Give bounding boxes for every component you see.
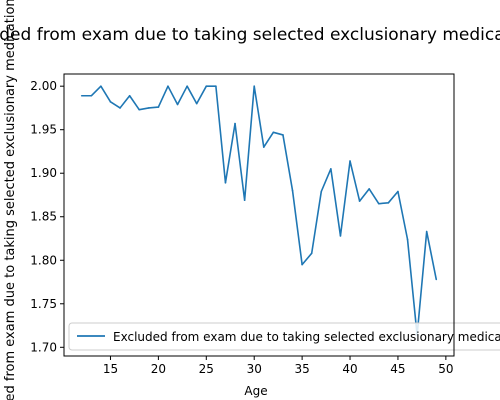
chart-title: Excluded from exam due to taking selecte… (0, 25, 500, 45)
x-tick-label: 40 (342, 362, 357, 376)
data-point (339, 235, 342, 237)
data-point (291, 189, 294, 192)
data-point (90, 94, 93, 97)
data-point (368, 188, 370, 190)
data-point (205, 85, 208, 87)
data-point (425, 230, 428, 233)
data-point (272, 131, 275, 134)
data-point (320, 190, 323, 193)
data-point (387, 202, 390, 204)
data-point (349, 160, 351, 162)
data-point (243, 199, 246, 202)
data-point (167, 85, 169, 87)
x-axis-label: Age (244, 384, 267, 398)
y-tick-label: 1.85 (30, 210, 57, 224)
legend-box (68, 322, 500, 351)
data-point (119, 107, 121, 109)
x-tick-label: 35 (294, 362, 309, 376)
x-tick-label: 45 (390, 362, 405, 376)
x-tick-label: 15 (103, 362, 118, 376)
data-point (109, 101, 112, 103)
plot-area (80, 85, 438, 336)
data-point (138, 108, 141, 111)
data-point (406, 238, 409, 241)
data-point (253, 85, 256, 87)
data-point (100, 85, 102, 87)
data-point (282, 134, 284, 136)
data-point (224, 181, 227, 184)
data-point (186, 85, 188, 87)
data-point (195, 102, 198, 105)
x-tick-label: 30 (247, 362, 262, 376)
x-tick-label: 20 (151, 362, 166, 376)
legend: Excluded from exam due to taking selecte… (68, 322, 500, 351)
series-line (81, 85, 438, 336)
y-tick-label: 2.00 (30, 79, 57, 93)
y-tick-label: 1.90 (30, 166, 57, 180)
data-point (176, 103, 179, 106)
data-point (80, 94, 83, 97)
data-point (358, 200, 361, 202)
data-point (377, 202, 380, 205)
data-point (215, 85, 217, 87)
data-point (330, 168, 332, 170)
data-point (310, 252, 313, 255)
y-tick-label: 1.95 (30, 123, 57, 137)
y-axis-label: Excluded from exam due to taking selecte… (3, 0, 18, 400)
axis-ticks: 15 20 25 30 35 40 45 50 1.70 1.75 1.80 1.85 1.90 1.95… (30, 79, 453, 376)
data-point (301, 263, 303, 266)
data-point (128, 94, 131, 97)
x-tick-label: 25 (199, 362, 214, 376)
plot-frame (63, 73, 455, 357)
y-tick-label: 1.75 (30, 297, 57, 311)
data-point (148, 107, 150, 109)
y-tick-label: 1.80 (30, 253, 57, 267)
data-point (262, 146, 265, 148)
y-tick-label: 1.70 (30, 340, 57, 354)
data-point (234, 122, 236, 125)
data-point (435, 278, 438, 281)
legend-label: Excluded from exam due to taking selecte… (113, 330, 500, 344)
x-tick-label: 50 (438, 362, 453, 376)
data-point (397, 190, 399, 193)
data-point (157, 106, 160, 108)
